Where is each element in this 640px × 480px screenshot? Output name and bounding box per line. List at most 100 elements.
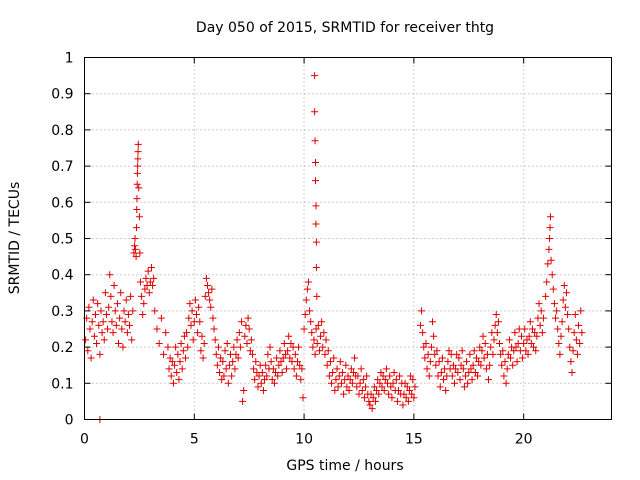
data-point	[531, 329, 539, 337]
data-point	[460, 383, 468, 391]
data-point	[510, 347, 518, 355]
data-point	[472, 354, 480, 362]
data-point	[165, 365, 173, 373]
data-point	[312, 325, 320, 333]
data-point	[299, 394, 307, 402]
data-point	[85, 303, 93, 311]
data-point	[325, 372, 333, 380]
data-point	[94, 300, 102, 308]
data-point	[301, 311, 309, 319]
data-point	[355, 390, 363, 398]
data-point	[309, 343, 317, 351]
data-point	[178, 365, 186, 373]
data-point	[343, 383, 351, 391]
data-point	[502, 379, 510, 387]
data-point	[538, 329, 546, 337]
data-point	[501, 358, 509, 366]
data-point	[198, 332, 206, 340]
data-point	[564, 311, 572, 319]
data-point	[487, 343, 495, 351]
data-point	[393, 397, 401, 405]
data-point	[245, 325, 253, 333]
data-point	[167, 372, 175, 380]
data-point	[576, 339, 584, 347]
data-point	[234, 354, 242, 362]
data-point	[560, 282, 568, 290]
data-point	[454, 368, 462, 376]
data-point	[503, 365, 511, 373]
data-point	[224, 379, 232, 387]
data-point	[468, 376, 476, 384]
y-tick-label: 0.2	[51, 340, 73, 356]
data-point	[436, 383, 444, 391]
data-point	[347, 365, 355, 373]
data-point	[340, 390, 348, 398]
data-point	[110, 282, 118, 290]
data-point	[128, 336, 136, 344]
data-point	[363, 372, 371, 380]
data-point	[135, 213, 143, 221]
data-point	[348, 379, 356, 387]
data-point	[311, 72, 319, 80]
data-point	[290, 365, 298, 373]
data-point	[211, 336, 219, 344]
data-point	[475, 358, 483, 366]
data-point	[314, 321, 322, 329]
data-point	[555, 339, 563, 347]
data-point	[312, 238, 320, 246]
data-point	[212, 350, 220, 358]
data-point	[96, 350, 104, 358]
data-point	[194, 329, 202, 337]
data-point	[322, 336, 330, 344]
data-point	[293, 358, 301, 366]
data-point	[295, 343, 303, 351]
data-point	[369, 394, 377, 402]
data-point	[141, 285, 149, 293]
data-point	[188, 307, 196, 315]
data-point	[149, 282, 157, 290]
data-point	[264, 350, 272, 358]
data-point	[404, 397, 412, 405]
data-point	[273, 354, 281, 362]
data-point	[262, 361, 270, 369]
data-point	[567, 358, 575, 366]
data-point	[258, 368, 266, 376]
data-point	[533, 332, 541, 340]
data-point	[213, 361, 221, 369]
data-point	[411, 383, 419, 391]
data-point	[217, 354, 225, 362]
data-point	[142, 274, 150, 282]
data-point	[311, 350, 319, 358]
data-point	[101, 289, 109, 297]
data-point	[308, 329, 316, 337]
data-point	[133, 224, 141, 232]
data-point	[302, 296, 310, 304]
data-point	[126, 321, 134, 329]
data-point	[259, 387, 267, 395]
data-point	[203, 282, 211, 290]
data-point	[526, 318, 534, 326]
data-point	[244, 314, 252, 322]
data-point	[457, 361, 465, 369]
chart-title: Day 050 of 2015, SRMTID for receiver tht…	[196, 20, 494, 36]
data-point	[536, 321, 544, 329]
data-point	[323, 361, 331, 369]
data-point	[255, 372, 263, 380]
data-point	[420, 343, 428, 351]
data-point	[138, 292, 146, 300]
data-point	[521, 325, 529, 333]
y-tick-label: 0.7	[51, 159, 73, 175]
data-point	[111, 307, 119, 315]
data-point	[310, 336, 318, 344]
data-point	[135, 184, 143, 192]
data-point	[197, 347, 205, 355]
data-point	[435, 358, 443, 366]
data-point	[546, 224, 554, 232]
data-point	[276, 347, 284, 355]
data-point	[380, 387, 388, 395]
data-point	[108, 318, 116, 326]
data-point	[371, 397, 379, 405]
data-point	[319, 343, 327, 351]
data-point	[426, 358, 434, 366]
